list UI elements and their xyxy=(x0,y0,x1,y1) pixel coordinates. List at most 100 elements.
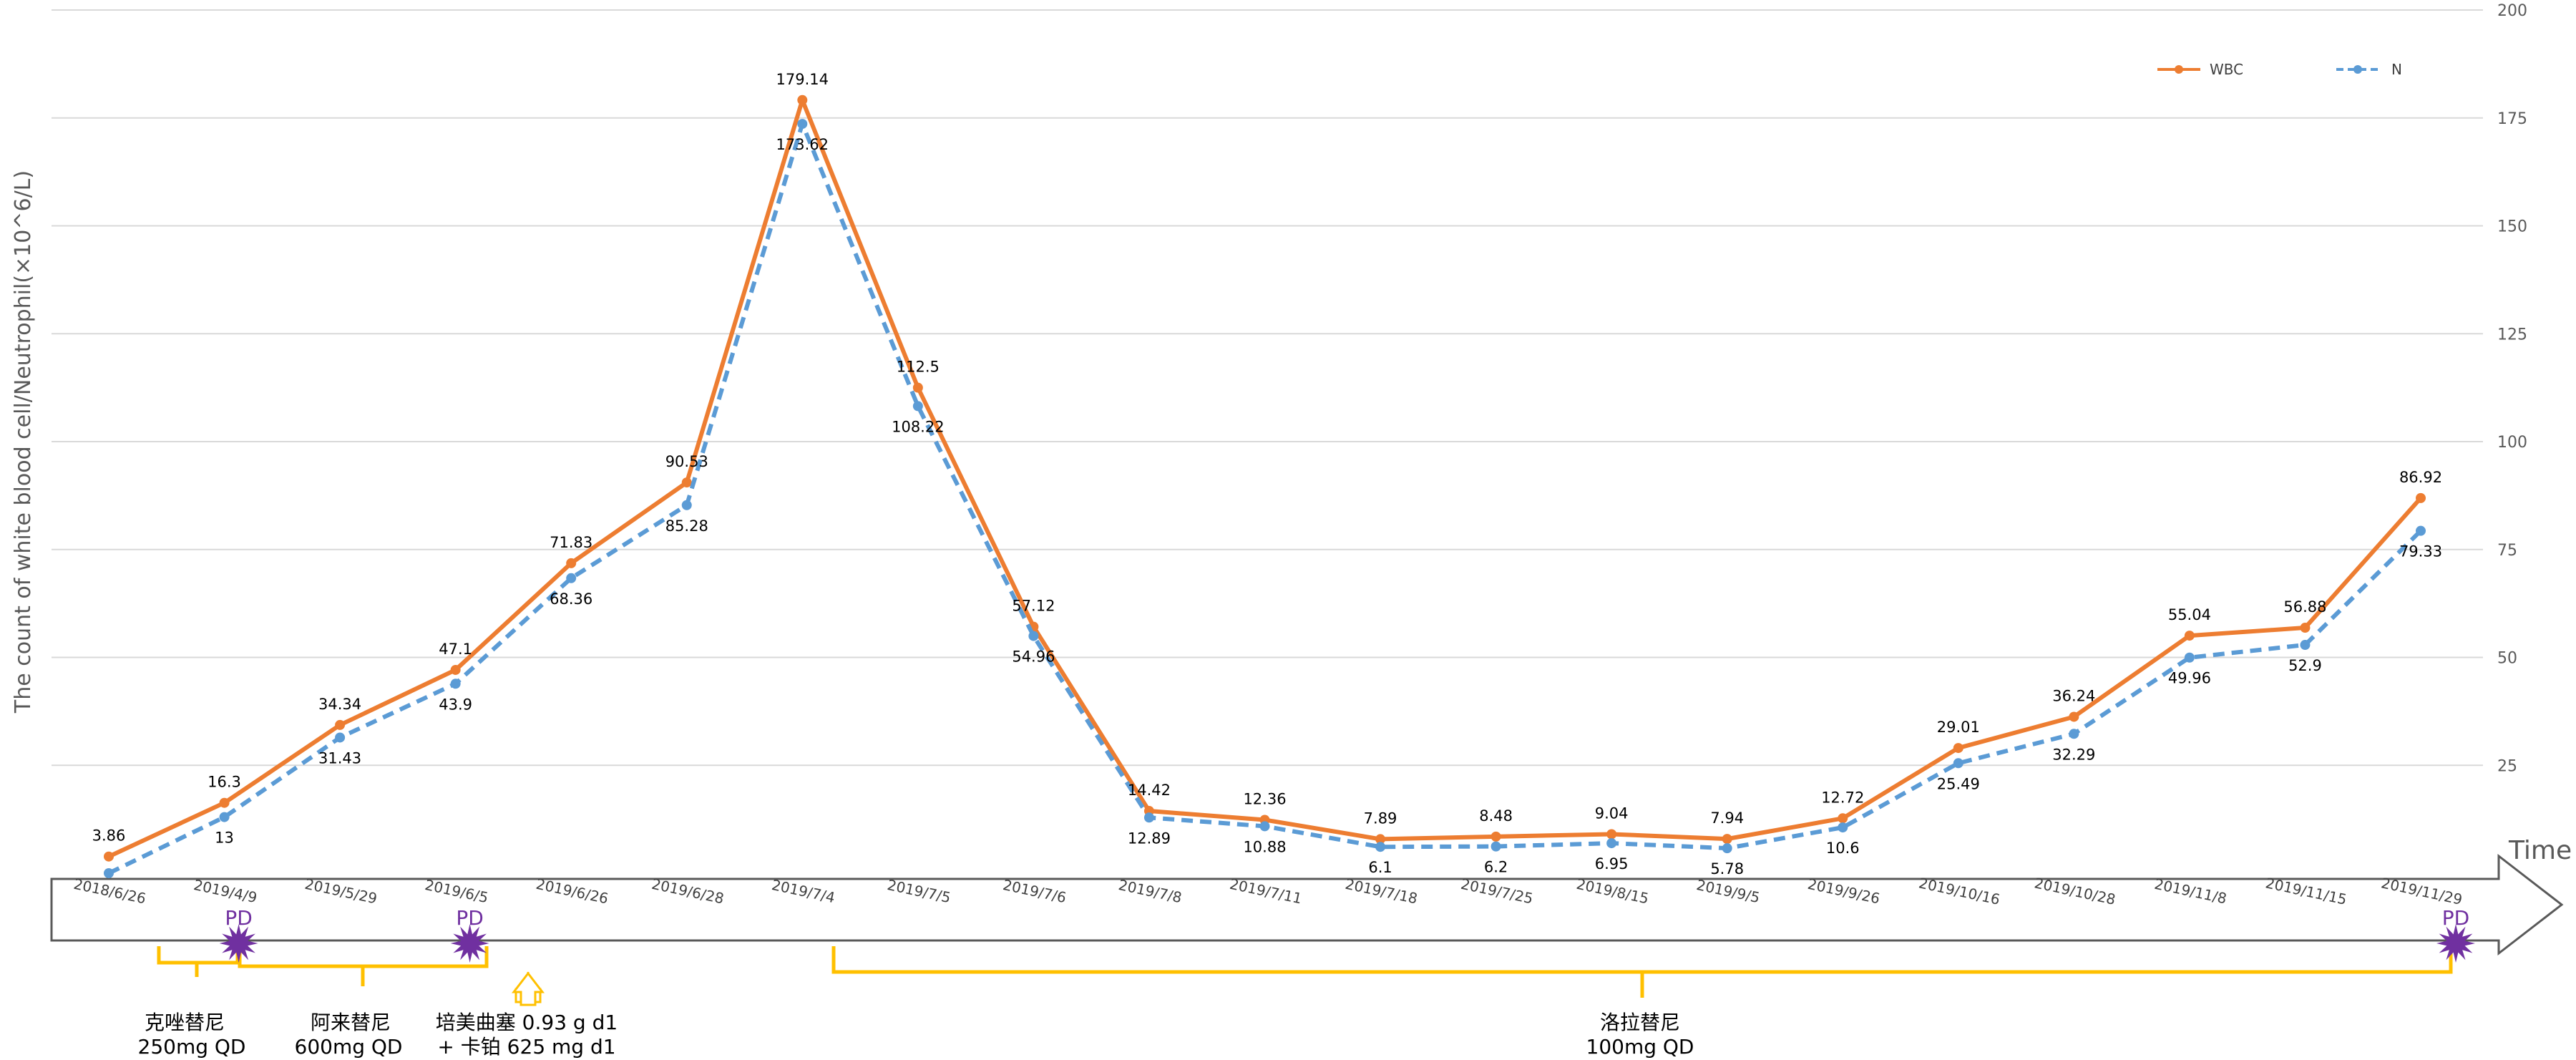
y-tick-label: 150 xyxy=(2497,218,2527,236)
data-label-n: 6.95 xyxy=(1595,855,1629,872)
point-n xyxy=(2416,525,2426,536)
series-lines xyxy=(104,94,2426,878)
data-label-n: 25.49 xyxy=(1937,775,1980,792)
y-axis-label: The count of white blood cell/Neutrophil… xyxy=(11,170,36,714)
point-n xyxy=(681,500,692,510)
treatment-4-name: 洛拉替尼 xyxy=(1600,1011,1680,1034)
data-label-wbc: 7.89 xyxy=(1364,809,1397,827)
data-label-n: 43.9 xyxy=(439,696,472,713)
point-n xyxy=(450,679,461,689)
point-wbc xyxy=(104,851,114,862)
chemo-start-arrow-head xyxy=(511,971,545,1006)
time-axis-label: Time xyxy=(2508,836,2572,865)
data-label-wbc: 56.88 xyxy=(2283,598,2326,616)
legend-n-label: N xyxy=(2391,61,2402,78)
pd-label: PD xyxy=(456,906,483,930)
legend-wbc-marker xyxy=(2175,65,2183,74)
point-wbc xyxy=(1491,831,1501,842)
legend-n-marker xyxy=(2353,65,2362,74)
treatment-annotations: 克唑替尼 250mg QD 阿来替尼 600mg QD 培美曲塞 0.93 g … xyxy=(138,1011,1694,1059)
data-label-n: 5.78 xyxy=(1710,860,1744,877)
legend-wbc-label: WBC xyxy=(2210,61,2243,78)
point-wbc xyxy=(450,664,461,675)
pd-label: PD xyxy=(225,906,252,930)
data-label-n: 10.6 xyxy=(1826,840,1860,857)
point-wbc xyxy=(1375,834,1386,845)
series-line-wbc xyxy=(107,97,2423,859)
point-n xyxy=(2300,640,2311,651)
point-wbc xyxy=(219,797,230,808)
point-n xyxy=(1838,822,1848,833)
data-label-n: 68.36 xyxy=(550,590,592,608)
data-label-n: 108.22 xyxy=(892,418,944,435)
point-n xyxy=(797,119,808,130)
data-label-wbc: 3.86 xyxy=(92,827,126,845)
data-label-n: 31.43 xyxy=(318,749,361,767)
y-tick-label: 200 xyxy=(2497,2,2527,20)
point-wbc xyxy=(912,382,923,393)
data-label-wbc: 34.34 xyxy=(318,696,361,713)
data-label-wbc: 86.92 xyxy=(2399,469,2442,486)
point-wbc xyxy=(2069,711,2079,722)
data-label-n: 32.29 xyxy=(2052,746,2095,763)
data-label-n: 6.2 xyxy=(1484,859,1508,876)
point-n xyxy=(1375,842,1386,852)
point-n xyxy=(1606,838,1617,849)
point-n xyxy=(1953,758,1963,769)
gridlines xyxy=(52,9,2483,767)
data-label-wbc: 90.53 xyxy=(665,453,708,470)
bracket-alectinib xyxy=(238,946,489,986)
treatment-brackets xyxy=(157,946,2453,998)
data-label-n: 6.1 xyxy=(1368,859,1392,876)
y-tick-label: 125 xyxy=(2497,326,2527,344)
data-label-n: 12.89 xyxy=(1128,830,1171,847)
point-wbc xyxy=(797,94,808,105)
data-label-wbc: 36.24 xyxy=(2052,687,2095,704)
y-axis-ticks: 0255075100125150175200 xyxy=(2497,2,2527,883)
data-label-n: 52.9 xyxy=(2288,657,2322,674)
data-label-wbc: 55.04 xyxy=(2168,606,2211,623)
data-label-n: 173.62 xyxy=(776,136,829,153)
data-label-wbc: 57.12 xyxy=(1012,598,1055,615)
point-wbc xyxy=(335,719,346,730)
treatment-3-name: 培美曲塞 0.93 g d1 xyxy=(436,1011,618,1034)
data-label-wbc: 179.14 xyxy=(776,71,829,88)
data-labels: 3.86 16.3 34.34 47.1 71.83 90.53 179.14 112.5 57… xyxy=(92,71,2442,877)
treatment-4-dose: 100mg QD xyxy=(1586,1035,1694,1059)
treatment-1-dose: 250mg QD xyxy=(138,1035,246,1059)
point-wbc xyxy=(1838,813,1848,824)
point-wbc xyxy=(681,477,692,488)
point-n xyxy=(1491,841,1501,852)
pd-starburst-icon xyxy=(219,924,258,963)
point-wbc xyxy=(566,558,577,568)
point-n xyxy=(1143,812,1154,823)
data-label-wbc: 71.83 xyxy=(550,534,592,551)
pd-starburst-icon xyxy=(2436,924,2475,963)
data-label-n: 79.33 xyxy=(2399,543,2442,560)
pd-label: PD xyxy=(2442,906,2469,930)
point-n xyxy=(566,573,577,583)
pd-starburst-icon xyxy=(450,924,489,963)
legend: WBC N xyxy=(2157,61,2402,78)
point-wbc xyxy=(2416,492,2426,503)
data-label-wbc: 112.5 xyxy=(897,359,940,376)
data-label-wbc: 29.01 xyxy=(1937,719,1980,736)
data-label-wbc: 8.48 xyxy=(1479,807,1513,825)
point-n xyxy=(1028,631,1039,641)
point-wbc xyxy=(2184,631,2195,641)
data-label-n: 49.96 xyxy=(2168,670,2211,687)
bracket-lorlatinib xyxy=(831,946,2453,998)
treatment-3-dose: + 卡铂 625 mg d1 xyxy=(437,1035,615,1059)
progression-markers: PD PD PD xyxy=(219,906,2475,963)
data-label-wbc: 16.3 xyxy=(208,774,241,791)
y-tick-label: 25 xyxy=(2497,757,2517,775)
point-n xyxy=(219,812,230,822)
y-tick-label: 50 xyxy=(2497,650,2517,668)
point-n xyxy=(104,868,114,878)
data-label-wbc: 47.1 xyxy=(439,641,472,658)
data-label-wbc: 9.04 xyxy=(1595,804,1629,822)
data-label-n: 54.96 xyxy=(1012,648,1055,666)
data-label-wbc: 14.42 xyxy=(1128,782,1171,799)
point-n xyxy=(2069,729,2079,739)
data-label-wbc: 12.72 xyxy=(1821,789,1864,806)
